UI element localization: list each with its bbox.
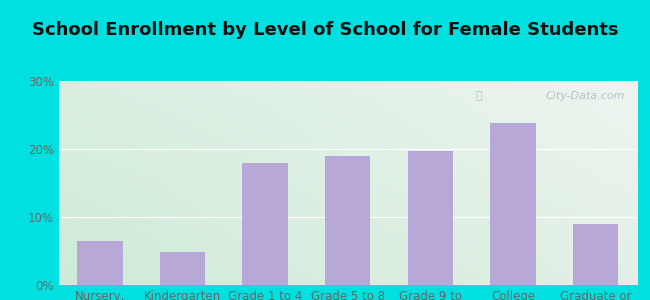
Text: School Enrollment by Level of School for Female Students: School Enrollment by Level of School for… (32, 21, 618, 39)
Text: ⓘ: ⓘ (475, 91, 482, 101)
Bar (325, 156, 370, 285)
Bar (77, 241, 123, 285)
Bar (160, 252, 205, 285)
Bar (573, 224, 618, 285)
Bar (242, 163, 288, 285)
Bar (408, 151, 453, 285)
Text: City-Data.com: City-Data.com (546, 91, 625, 101)
Bar (490, 123, 536, 285)
